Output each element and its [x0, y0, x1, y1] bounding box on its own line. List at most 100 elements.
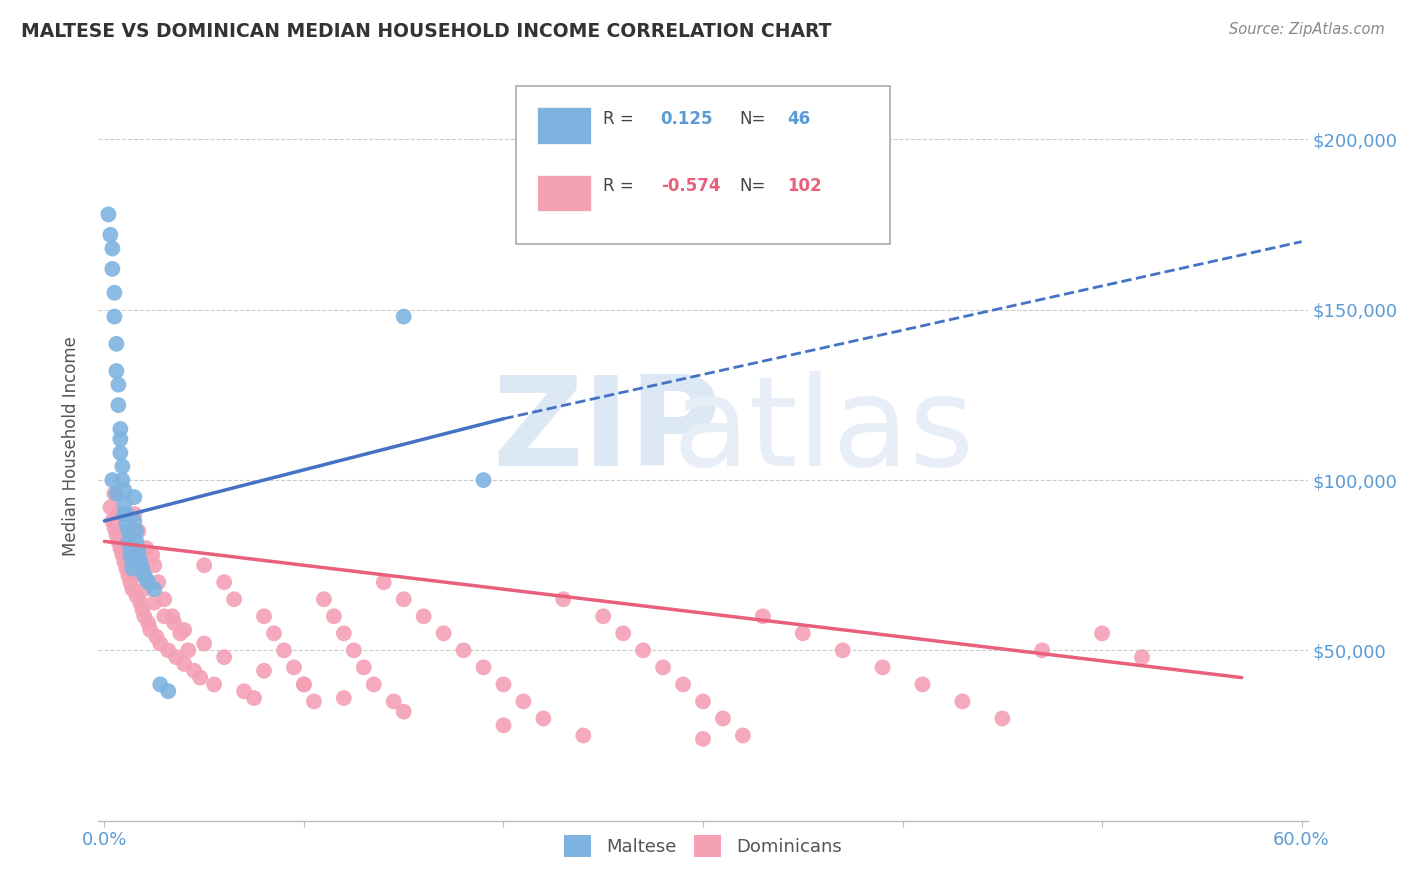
Point — [111, 473, 134, 487]
Point — [101, 261, 124, 276]
Point — [112, 507, 135, 521]
Point — [162, 609, 184, 624]
Point — [125, 534, 148, 549]
Point — [731, 729, 754, 743]
Point — [392, 592, 415, 607]
Point — [243, 691, 266, 706]
Point — [111, 548, 134, 562]
Point — [612, 626, 634, 640]
Text: -0.574: -0.574 — [661, 178, 720, 195]
Point — [101, 473, 124, 487]
Point — [111, 524, 134, 538]
Point — [101, 514, 124, 528]
Point — [105, 336, 128, 351]
Point — [97, 207, 120, 221]
Point — [157, 684, 180, 698]
FancyBboxPatch shape — [537, 175, 591, 211]
Point — [212, 650, 235, 665]
Point — [134, 568, 156, 582]
Point — [121, 561, 143, 575]
Point — [110, 422, 132, 436]
Point — [752, 609, 775, 624]
Point — [492, 677, 515, 691]
Point — [124, 568, 146, 582]
Point — [153, 592, 176, 607]
Point — [110, 432, 132, 446]
Point — [110, 446, 132, 460]
Point — [631, 643, 654, 657]
Point — [105, 364, 128, 378]
Point — [115, 541, 138, 556]
Point — [131, 561, 153, 575]
Point — [453, 643, 475, 657]
Point — [121, 582, 143, 596]
Text: R =: R = — [603, 110, 633, 128]
Point — [212, 575, 235, 590]
Point — [124, 514, 146, 528]
Point — [412, 609, 434, 624]
Point — [143, 596, 166, 610]
FancyBboxPatch shape — [516, 87, 890, 244]
Point — [127, 548, 149, 562]
Text: 0.125: 0.125 — [661, 110, 713, 128]
Point — [652, 660, 675, 674]
Point — [107, 534, 129, 549]
Point — [373, 575, 395, 590]
Point — [692, 694, 714, 708]
Point — [531, 711, 554, 725]
Point — [148, 575, 170, 590]
Point — [392, 705, 415, 719]
Point — [991, 711, 1014, 725]
Point — [472, 473, 495, 487]
Point — [125, 589, 148, 603]
Point — [103, 310, 125, 324]
Point — [672, 677, 695, 691]
Point — [333, 691, 356, 706]
Point — [433, 626, 456, 640]
Point — [343, 643, 366, 657]
Point — [157, 643, 180, 657]
Point — [110, 541, 132, 556]
Point — [165, 650, 187, 665]
Point — [141, 548, 163, 562]
Point — [100, 500, 122, 515]
Point — [692, 731, 714, 746]
Text: Source: ZipAtlas.com: Source: ZipAtlas.com — [1229, 22, 1385, 37]
Point — [333, 626, 356, 640]
Point — [382, 694, 405, 708]
Point — [711, 711, 734, 725]
Text: ZIP: ZIP — [492, 370, 721, 491]
Point — [163, 616, 186, 631]
Point — [353, 660, 375, 674]
Point — [183, 664, 205, 678]
Point — [120, 555, 142, 569]
Text: N=: N= — [740, 178, 766, 195]
Point — [592, 609, 614, 624]
Point — [153, 609, 176, 624]
Point — [107, 398, 129, 412]
Point — [115, 517, 138, 532]
Point — [136, 575, 159, 590]
Text: R =: R = — [603, 178, 633, 195]
Point — [224, 592, 246, 607]
Point — [117, 524, 139, 538]
Point — [105, 486, 128, 500]
Point — [117, 534, 139, 549]
Point — [136, 616, 159, 631]
Text: 102: 102 — [787, 178, 823, 195]
Point — [312, 592, 335, 607]
Point — [143, 582, 166, 596]
Point — [129, 558, 152, 573]
Point — [512, 694, 534, 708]
Point — [263, 626, 285, 640]
Point — [134, 582, 156, 596]
Point — [472, 660, 495, 674]
Point — [111, 459, 134, 474]
Point — [100, 227, 122, 242]
Point — [1031, 643, 1053, 657]
Point — [253, 609, 276, 624]
Point — [131, 602, 153, 616]
Point — [188, 671, 211, 685]
Point — [107, 377, 129, 392]
Point — [792, 626, 814, 640]
